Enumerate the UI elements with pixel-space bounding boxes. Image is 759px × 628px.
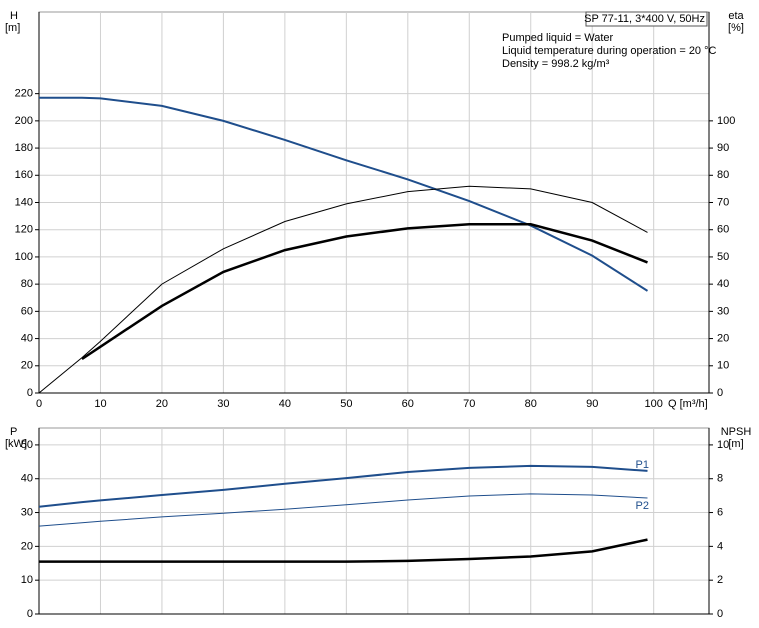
info-box: [585, 11, 708, 27]
x-tick-label: 80: [525, 398, 537, 410]
curve: [81, 223, 648, 361]
y2-tick-label: 4: [717, 540, 723, 552]
curve-label: P1: [636, 459, 649, 471]
y2-axis-label: NPSH: [721, 426, 752, 438]
x-tick-label: 40: [279, 398, 291, 410]
y-tick-label: 0: [27, 387, 33, 399]
x-tick-label: 100: [644, 398, 662, 410]
x-tick-label: 10: [94, 398, 106, 410]
y2-tick-label: 10: [717, 360, 729, 372]
y-tick-label: 0: [27, 608, 33, 620]
y-tick-label: 220: [15, 88, 33, 100]
x-tick-label: 20: [156, 398, 168, 410]
y2-tick-label: 2: [717, 574, 723, 586]
y-axis-label: P: [10, 426, 17, 438]
y-tick-label: 30: [21, 506, 33, 518]
x-axis-label: Q [m³/h]: [668, 398, 708, 410]
y-tick-label: 10: [21, 574, 33, 586]
y2-tick-label: 90: [717, 142, 729, 154]
y-tick-label: 40: [21, 332, 33, 344]
y-tick-label: 20: [21, 540, 33, 552]
curve: [39, 538, 648, 563]
y2-tick-label: 60: [717, 224, 729, 236]
y-tick-label: 100: [15, 251, 33, 263]
plot-frame: [38, 427, 710, 615]
curve: [38, 493, 648, 527]
y2-axis-label: eta: [728, 10, 744, 22]
info-line: Liquid temperature during operation = 20…: [502, 45, 717, 57]
y2-tick-label: 20: [717, 332, 729, 344]
info-line: Density = 998.2 kg/m³: [502, 58, 610, 70]
y2-axis-unit: [%]: [728, 22, 744, 34]
y2-tick-label: 10: [717, 439, 729, 451]
y-tick-label: 50: [21, 439, 33, 451]
x-tick-label: 0: [36, 398, 42, 410]
y-axis-unit: [kW]: [5, 438, 27, 450]
y-tick-label: 20: [21, 360, 33, 372]
curve: [38, 185, 648, 394]
y2-tick-label: 70: [717, 196, 729, 208]
info-line: Pumped liquid = Water: [502, 32, 614, 44]
y-tick-label: 60: [21, 305, 33, 317]
y-tick-label: 200: [15, 115, 33, 127]
y2-tick-label: 50: [717, 251, 729, 263]
y-tick-label: 120: [15, 224, 33, 236]
y-tick-label: 160: [15, 169, 33, 181]
y2-tick-label: 0: [717, 387, 723, 399]
y2-tick-label: 8: [717, 473, 723, 485]
x-tick-label: 50: [340, 398, 352, 410]
y-axis-label: H: [10, 10, 18, 22]
x-tick-label: 70: [463, 398, 475, 410]
curve: [39, 96, 649, 292]
x-tick-label: 30: [217, 398, 229, 410]
y-tick-label: 80: [21, 278, 33, 290]
x-tick-label: 60: [402, 398, 414, 410]
y2-tick-label: 40: [717, 278, 729, 290]
y-tick-label: 40: [21, 473, 33, 485]
curve: [38, 464, 648, 508]
y-tick-label: 180: [15, 142, 33, 154]
x-tick-label: 90: [586, 398, 598, 410]
y2-tick-label: 80: [717, 169, 729, 181]
y2-tick-label: 30: [717, 305, 729, 317]
y-tick-label: 140: [15, 196, 33, 208]
curve-label: P2: [636, 500, 649, 512]
y2-axis-unit: [m]: [728, 438, 743, 450]
y2-tick-label: 100: [717, 115, 735, 127]
y2-tick-label: 6: [717, 506, 723, 518]
y-axis-unit: [m]: [5, 22, 20, 34]
info-title: SP 77-11, 3*400 V, 50Hz: [584, 13, 705, 25]
y2-tick-label: 0: [717, 608, 723, 620]
